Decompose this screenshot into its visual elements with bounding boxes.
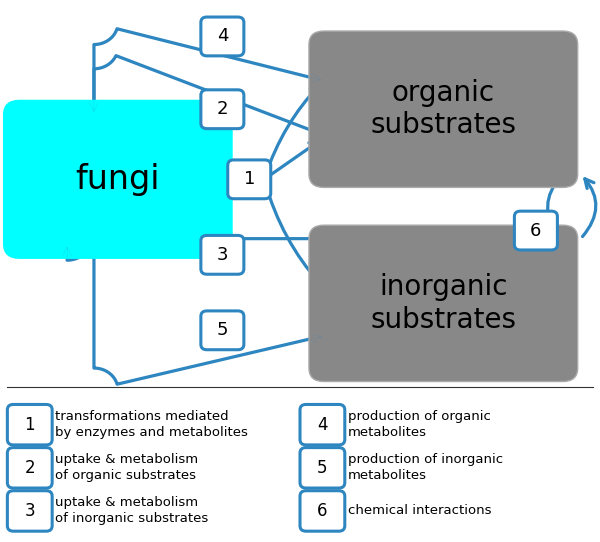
Text: uptake & metabolism
of organic substrates: uptake & metabolism of organic substrate… (55, 453, 198, 482)
Text: uptake & metabolism
of inorganic substrates: uptake & metabolism of inorganic substra… (55, 496, 208, 525)
Text: 2: 2 (217, 100, 228, 118)
FancyBboxPatch shape (201, 17, 244, 56)
Text: 6: 6 (530, 222, 542, 240)
Text: transformations mediated
by enzymes and metabolites: transformations mediated by enzymes and … (55, 410, 248, 439)
FancyBboxPatch shape (201, 90, 244, 128)
FancyBboxPatch shape (300, 448, 345, 488)
FancyBboxPatch shape (7, 404, 52, 445)
FancyBboxPatch shape (4, 101, 232, 257)
FancyBboxPatch shape (309, 225, 578, 382)
Text: 2: 2 (25, 459, 35, 477)
FancyBboxPatch shape (7, 448, 52, 488)
Text: 1: 1 (25, 416, 35, 434)
Text: 5: 5 (217, 321, 228, 339)
Text: inorganic
substrates: inorganic substrates (370, 273, 517, 333)
FancyBboxPatch shape (228, 160, 271, 199)
Text: 3: 3 (25, 502, 35, 520)
FancyBboxPatch shape (7, 491, 52, 531)
Text: 4: 4 (217, 28, 228, 46)
Text: 1: 1 (244, 170, 255, 188)
Text: chemical interactions: chemical interactions (348, 505, 491, 518)
FancyBboxPatch shape (201, 311, 244, 350)
FancyBboxPatch shape (309, 31, 578, 188)
Text: 4: 4 (317, 416, 328, 434)
Text: organic
substrates: organic substrates (370, 79, 517, 139)
FancyBboxPatch shape (514, 211, 557, 250)
FancyBboxPatch shape (300, 491, 345, 531)
FancyBboxPatch shape (300, 404, 345, 445)
FancyBboxPatch shape (201, 235, 244, 274)
Text: 5: 5 (317, 459, 328, 477)
Text: fungi: fungi (76, 163, 160, 196)
Text: production of organic
metabolites: production of organic metabolites (348, 410, 491, 439)
Text: 3: 3 (217, 246, 228, 264)
Text: 6: 6 (317, 502, 328, 520)
Text: production of inorganic
metabolites: production of inorganic metabolites (348, 453, 503, 482)
